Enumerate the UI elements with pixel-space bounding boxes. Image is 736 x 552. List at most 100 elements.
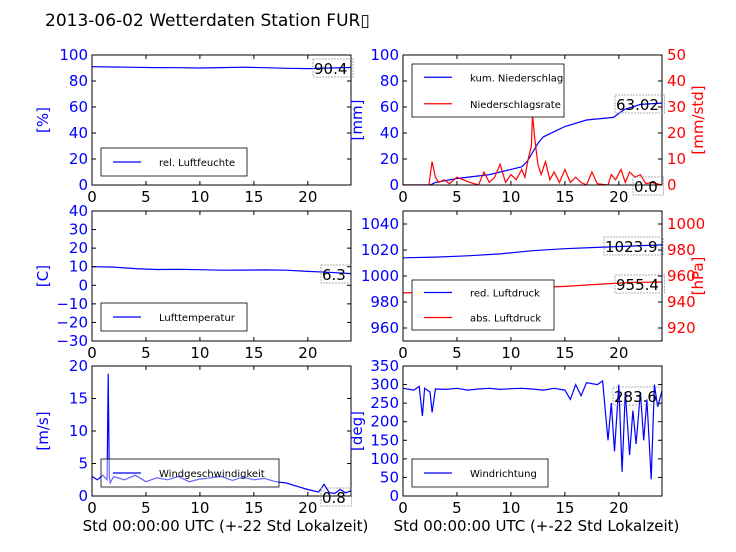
legend-direction: Windrichtung [411,458,549,488]
value-annotation-box-direction-0 [612,386,663,406]
y-tick-label-direction-3: 150 [370,431,399,449]
panel-humidity: 0 5 10 15 20 0 20 40 60 80 100 [%] rel. Luftfeuchte 9… [34,46,354,206]
y-tick-label-temperature-7: 40 [69,202,88,220]
value-annotation-precip-1: 0.0 [634,178,658,196]
x-tick-label-temperature-2: 10 [190,344,209,362]
y-tick-label-direction-1: 50 [380,468,399,486]
y-tick-label-wind-2: 10 [69,422,88,440]
legend-box-precip [411,63,565,118]
series-line-humidity-0 [92,66,351,70]
x-tick-label-wind-0: 0 [87,499,97,517]
x-tick-label-temperature-1: 5 [141,344,151,362]
y-tick-label-precip-0: 0 [389,176,399,194]
y2-tick-label-precip-3: 30 [667,98,686,116]
legend-box-pressure [411,279,555,331]
y-axis-label-wind: [m/s] [34,411,52,450]
y2-tick-label-pressure-3: 980 [667,241,696,259]
y-tick-label-pressure-2: 1000 [361,267,399,285]
x-tick-label-pressure-1: 5 [452,344,462,362]
y-tick-label-pressure-1: 980 [370,293,399,311]
y-tick-label-precip-5: 100 [370,46,399,64]
value-annotation-direction-0: 283.6 [614,388,657,406]
value-annotation-box-pressure-1 [614,274,665,294]
y-tick-label-temperature-3: 0 [78,276,88,294]
x-tick-label-direction-2: 10 [501,499,520,517]
y-axis-label-precip: [mm] [348,100,366,141]
panel-pressure: 0 5 10 15 20 960 980 1000 1020 1040 920 940 960 980 10… [361,210,707,362]
legend-pressure: red. Luftdruck abs. Luftdruck [411,279,555,331]
x-tick-label-precip-3: 15 [555,188,574,206]
x-tick-label-humidity-1: 5 [141,188,151,206]
x-tick-label-temperature-0: 0 [87,344,97,362]
x-tick-label-direction-3: 15 [555,499,574,517]
y-tick-label-temperature-4: 10 [69,258,88,276]
y-tick-label-direction-6: 300 [370,376,399,394]
y-tick-label-wind-3: 15 [69,390,88,408]
y-tick-label-humidity-4: 80 [69,72,88,90]
y-tick-label-direction-4: 200 [370,413,399,431]
x-tick-label-wind-4: 20 [298,499,317,517]
x-tick-label-pressure-2: 10 [501,344,520,362]
x-tick-label-wind-1: 5 [141,499,151,517]
x-tick-label-temperature-4: 20 [298,344,317,362]
y-tick-label-precip-3: 60 [380,98,399,116]
x-tick-label-precip-1: 5 [452,188,462,206]
y-tick-label-humidity-5: 100 [59,46,88,64]
x-tick-label-humidity-2: 10 [190,188,209,206]
value-annotation-pressure-1: 955.4 [616,276,659,294]
legend-label-precip-1: Niederschlagsrate [470,100,561,111]
x-tick-label-pressure-3: 15 [555,344,574,362]
y-tick-label-temperature-0: −30 [56,332,88,350]
value-annotation-box-temperature-0 [320,264,352,284]
value-annotation-pressure-0: 1023.9 [605,238,658,256]
value-annotation-box-precip-0 [614,94,665,114]
y-tick-label-humidity-2: 40 [69,124,88,142]
value-annotation-box-humidity-0 [312,58,354,78]
value-annotation-box-pressure-0 [603,236,664,256]
legend-label-direction-0: Windrichtung [470,469,537,480]
legend-label-temperature-0: Lufttemperatur [159,313,236,324]
value-annotation-humidity-0: 90.4 [314,60,347,78]
y-tick-label-pressure-3: 1020 [361,241,399,259]
series-line-wind-0 [92,373,351,495]
y-tick-label-temperature-6: 30 [69,221,88,239]
x-axis-label-wind: Std 00:00:00 UTC (+-22 Std Lokalzeit) [83,517,369,535]
y2-tick-label-precip-4: 40 [667,72,686,90]
y2-tick-label-pressure-1: 940 [667,293,696,311]
y-tick-label-direction-2: 100 [370,450,399,468]
y-tick-label-pressure-0: 960 [370,319,399,337]
legend-label-humidity-0: rel. Luftfeuchte [159,158,235,169]
legend-wind: Windgeschwindigkeit [100,458,280,488]
legend-humidity: rel. Luftfeuchte [100,147,248,177]
y-tick-label-direction-7: 350 [370,357,399,375]
x-tick-label-direction-4: 20 [609,499,628,517]
y2-tick-label-pressure-2: 960 [667,267,696,285]
y-tick-label-temperature-2: −10 [56,295,88,313]
x-tick-label-wind-2: 10 [190,499,209,517]
axes-frame-humidity [91,54,352,186]
series-line-direction-0 [403,379,662,480]
y2-axis-label-pressure: [hPa] [689,257,707,296]
y-axis-label-temperature: [C] [34,265,52,287]
panel-temperature: 0 5 10 15 20−30−20−10010203040[C]Lufttempera… [34,202,352,362]
y-tick-label-humidity-0: 0 [78,176,88,194]
y-tick-label-humidity-3: 60 [69,98,88,116]
y-tick-label-temperature-5: 20 [69,239,88,257]
value-annotation-precip-0: 63.02 [616,96,659,114]
x-tick-label-pressure-4: 20 [609,344,628,362]
y-tick-label-temperature-1: −20 [56,313,88,331]
value-annotation-box-wind-0 [320,487,352,507]
legend-label-wind-0: Windgeschwindigkeit [159,469,265,480]
legend-temperature: Lufttemperatur [100,302,248,332]
x-tick-label-temperature-3: 15 [244,344,263,362]
value-annotation-wind-0: 0.8 [322,489,346,507]
figure-title: 2013-06-02 Wetterdaten Station FUR▯ [45,11,370,31]
y-tick-label-direction-5: 250 [370,394,399,412]
x-tick-label-humidity-3: 15 [244,188,263,206]
legend-label-precip-0: kum. Niederschlag [470,73,563,84]
y-axis-label-humidity: [%] [34,107,52,133]
y2-tick-label-precip-1: 10 [667,150,686,168]
y-tick-label-wind-4: 20 [69,357,88,375]
y2-tick-label-precip-0: 0 [667,176,677,194]
